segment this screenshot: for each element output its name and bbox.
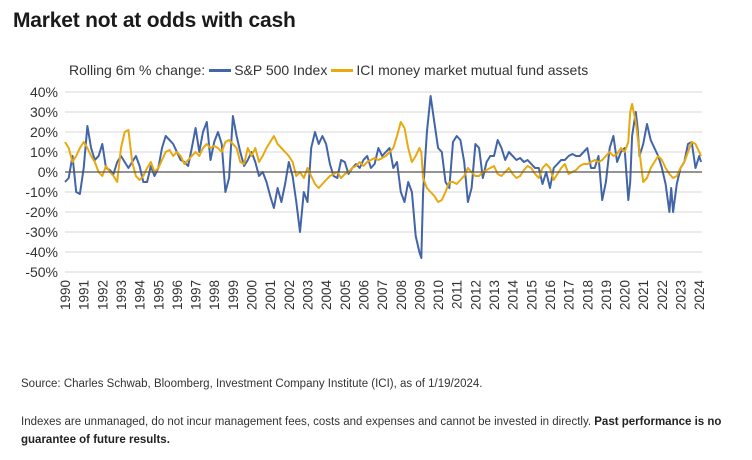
x-tick-label: 2003	[300, 280, 315, 310]
series-line-ici	[64, 103, 703, 203]
x-tick-label: 2002	[282, 280, 297, 310]
y-tick-label: -40%	[25, 244, 58, 260]
legend-label-ici: ICI money market mutual fund assets	[356, 62, 589, 78]
y-tick-label: 40%	[30, 84, 58, 100]
x-tick-label: 2005	[338, 280, 353, 310]
chart-title: Market not at odds with cash	[13, 9, 296, 32]
y-tick-label: 0%	[38, 164, 58, 180]
y-tick-label: -30%	[25, 224, 58, 240]
x-tick-label: 2015	[524, 280, 539, 310]
y-tick-label: 30%	[30, 104, 58, 120]
x-tick-label: 2023	[674, 280, 689, 310]
legend-swatch-ici	[331, 68, 354, 72]
legend-label-sp500: S&P 500 Index	[234, 62, 328, 78]
x-tick-label: 1998	[207, 280, 222, 310]
y-tick-label: -20%	[25, 204, 58, 220]
line-chart: 40% 30% 20% 10% 0% -10% -20% -30% -40% -50%1990 19…	[25, 84, 707, 311]
x-tick-label: 1999	[226, 280, 241, 310]
y-tick-label: 20%	[30, 124, 58, 140]
series-line-sp500	[64, 95, 703, 259]
x-tick-label: 1996	[170, 280, 185, 310]
x-tick-label: 2022	[655, 280, 670, 310]
legend-prefix: Rolling 6m % change:	[69, 62, 206, 78]
x-tick-label: 2013	[487, 280, 502, 310]
x-tick-label: 1991	[77, 280, 92, 310]
x-tick-label: 2019	[599, 280, 614, 310]
x-tick-label: 1992	[95, 280, 110, 310]
x-tick-label: 2011	[450, 280, 465, 309]
x-tick-label: 2024	[692, 280, 707, 311]
source-note: Source: Charles Schwab, Bloomberg, Inves…	[21, 378, 483, 390]
chart-legend: Rolling 6m % change: S&P 500 Index ICI m…	[69, 62, 588, 78]
x-tick-label: 2000	[245, 280, 260, 310]
legend-item-sp500: S&P 500 Index	[205, 62, 327, 78]
x-tick-label: 2006	[356, 280, 371, 310]
x-tick-label: 2018	[580, 280, 595, 310]
x-tick-label: 2001	[263, 280, 278, 310]
x-tick-label: 2007	[375, 280, 390, 310]
disclaimer-text: Indexes are unmanaged, do not incur mana…	[21, 416, 592, 428]
x-tick-label: 2010	[431, 280, 446, 310]
x-tick-label: 2020	[618, 280, 633, 310]
disclaimer: Indexes are unmanaged, do not incur mana…	[21, 413, 751, 449]
x-tick-label: 1994	[133, 280, 148, 311]
x-tick-label: 2012	[468, 280, 483, 310]
x-tick-label: 2014	[506, 280, 521, 311]
disclaimer-bold: Past performance is no guarantee of futu…	[21, 416, 722, 446]
x-tick-label: 2009	[412, 280, 427, 310]
y-tick-label: 10%	[30, 144, 58, 160]
x-tick-label: 2021	[636, 280, 651, 310]
legend-swatch-sp500	[209, 68, 232, 72]
y-tick-label: -50%	[25, 264, 58, 280]
x-tick-label: 2016	[543, 280, 558, 310]
x-tick-label: 2017	[562, 280, 577, 310]
legend-item-ici: ICI money market mutual fund assets	[327, 62, 588, 78]
x-tick-label: 1995	[151, 280, 166, 310]
x-tick-label: 1993	[114, 280, 129, 310]
x-tick-label: 1997	[189, 280, 204, 310]
x-tick-label: 2008	[394, 280, 409, 310]
x-tick-label: 1990	[58, 280, 73, 310]
y-tick-label: -10%	[25, 184, 58, 200]
x-tick-label: 2004	[319, 280, 334, 311]
